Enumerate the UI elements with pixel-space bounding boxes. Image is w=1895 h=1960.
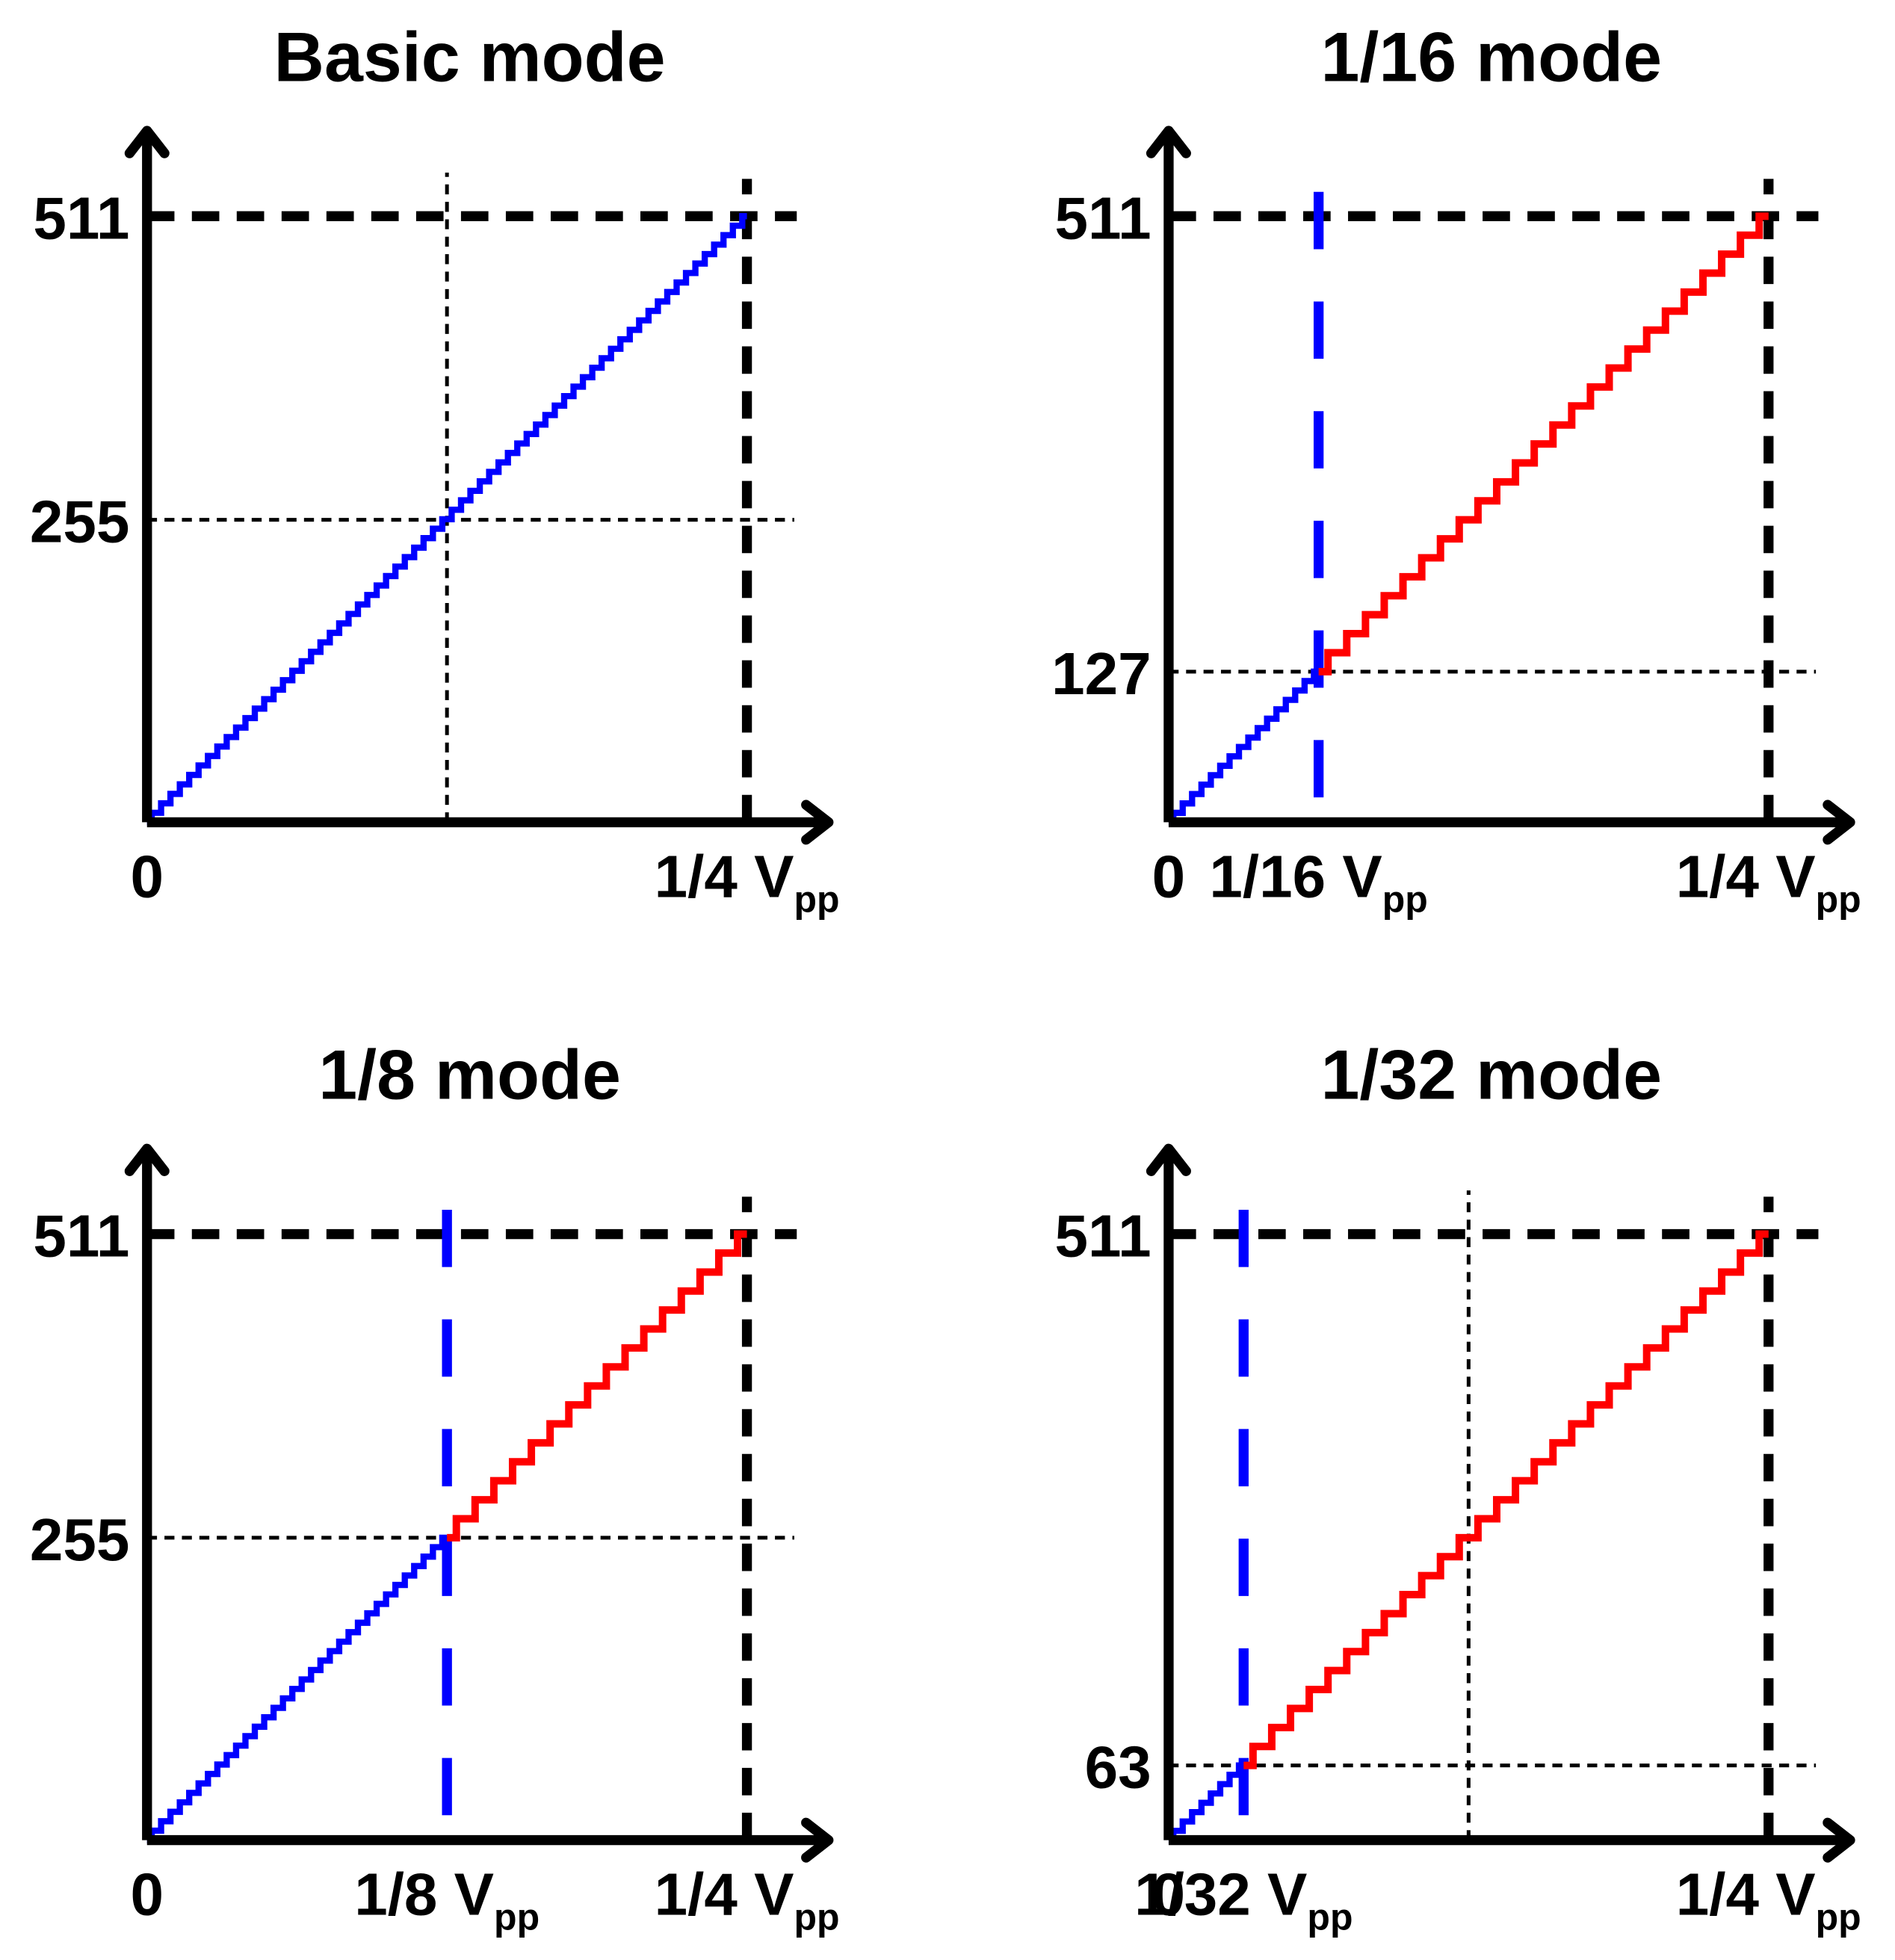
transfer-curve — [146, 213, 747, 826]
x-tick-text: 1/4 V — [655, 1861, 794, 1928]
x-tick-text: 1/16 V — [1209, 843, 1382, 909]
x-tick-label: 1/8 Vpp — [354, 1861, 540, 1938]
x-tick-text: 1/32 V — [1134, 1861, 1307, 1928]
x-tick-text: 1/4 V — [1676, 843, 1816, 909]
x-tick-label: 1/4 Vpp — [1676, 843, 1861, 920]
transfer-curve — [1168, 668, 1319, 826]
x-arrow — [801, 800, 834, 845]
x-tick-subscript: pp — [1816, 878, 1861, 920]
y-arrow — [1146, 1143, 1191, 1176]
transfer-curve — [146, 1534, 448, 1843]
x-tick-text: 1/4 V — [1676, 1861, 1816, 1928]
x-tick-label: 1/4 Vpp — [655, 843, 840, 920]
x-tick-label: 1/32 Vpp — [1134, 1861, 1353, 1938]
y-tick-label: 511 — [1055, 1203, 1151, 1270]
x-tick-label: 0 — [131, 843, 164, 909]
y-tick-label: 255 — [30, 489, 130, 555]
x-arrow — [1823, 800, 1855, 845]
x-tick-subscript: pp — [1816, 1896, 1861, 1938]
chart-title: 1/16 mode — [1320, 17, 1662, 96]
x-tick-text: 0 — [1152, 843, 1186, 909]
x-arrow — [1823, 1817, 1855, 1863]
x-tick-subscript: pp — [1307, 1896, 1353, 1938]
x-tick-label: 0 — [1152, 843, 1186, 909]
x-tick-subscript: pp — [794, 1896, 839, 1938]
x-tick-subscript: pp — [794, 878, 839, 920]
x-tick-text: 0 — [131, 843, 164, 909]
x-tick-label: 1/4 Vpp — [1676, 1861, 1861, 1938]
chart-title: 1/8 mode — [318, 1036, 621, 1114]
x-arrow — [801, 1817, 834, 1863]
y-tick-label: 511 — [33, 1203, 129, 1270]
x-tick-text: 1/8 V — [354, 1861, 494, 1928]
y-tick-label: 255 — [30, 1506, 130, 1573]
transfer-curve — [1318, 212, 1769, 676]
x-tick-subscript: pp — [494, 1896, 540, 1938]
transfer-curve — [447, 1230, 747, 1542]
y-tick-label: 63 — [1085, 1734, 1151, 1801]
y-arrow — [124, 1143, 170, 1176]
x-tick-text: 1/4 V — [655, 843, 794, 909]
y-arrow — [124, 126, 170, 158]
x-tick-label: 0 — [131, 1861, 164, 1928]
x-tick-label: 1/4 Vpp — [655, 1861, 840, 1938]
x-tick-label: 1/16 Vpp — [1209, 843, 1427, 920]
y-tick-label: 127 — [1051, 640, 1151, 707]
chart-title: Basic mode — [274, 17, 666, 96]
panel: Basic mode 255 511 0 1/4 Vpp — [30, 17, 840, 920]
chart-title: 1/32 mode — [1320, 1036, 1662, 1114]
y-tick-label: 511 — [1055, 185, 1151, 251]
x-tick-subscript: pp — [1382, 878, 1428, 920]
x-tick-label: 0 — [1152, 1861, 1186, 1928]
x-tick-text: 0 — [131, 1861, 164, 1928]
y-tick-label: 511 — [33, 185, 129, 251]
y-arrow — [1146, 126, 1191, 158]
transfer-curve — [1168, 1762, 1244, 1843]
transfer-curve — [1243, 1230, 1769, 1769]
x-tick-text: 0 — [1152, 1861, 1186, 1928]
